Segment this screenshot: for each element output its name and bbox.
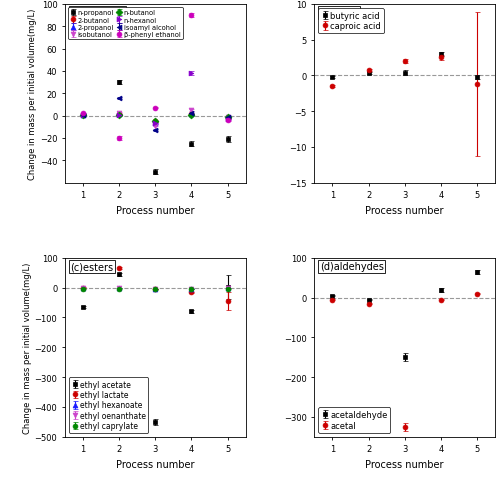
Text: (a)alcohols: (a)alcohols bbox=[70, 8, 124, 18]
Legend: ethyl acetate, ethyl lactate, ethyl hexanoate, ethyl oenanthate, ethyl caprylate: ethyl acetate, ethyl lactate, ethyl hexa… bbox=[69, 377, 148, 433]
Text: (c)esters: (c)esters bbox=[70, 262, 114, 272]
Y-axis label: Change in mass per initial volume(mg/L): Change in mass per initial volume(mg/L) bbox=[28, 9, 37, 180]
Legend: acetaldehyde, acetal: acetaldehyde, acetal bbox=[318, 408, 390, 432]
Legend: n-propanol, 2-butanol, 2-propanol, isobutanol, n-butanol, n-hexanol, isoamyl alc: n-propanol, 2-butanol, 2-propanol, isobu… bbox=[68, 8, 182, 40]
X-axis label: Process number: Process number bbox=[116, 205, 194, 216]
X-axis label: Process number: Process number bbox=[116, 459, 194, 469]
Text: (d)aldehydes: (d)aldehydes bbox=[320, 262, 384, 272]
Y-axis label: Change in mass per initial volume(mg/L): Change in mass per initial volume(mg/L) bbox=[22, 262, 32, 433]
X-axis label: Process number: Process number bbox=[366, 459, 444, 469]
Text: (b)acids: (b)acids bbox=[320, 8, 359, 18]
X-axis label: Process number: Process number bbox=[366, 205, 444, 216]
Legend: butyric acid, caproic acid: butyric acid, caproic acid bbox=[318, 9, 384, 34]
